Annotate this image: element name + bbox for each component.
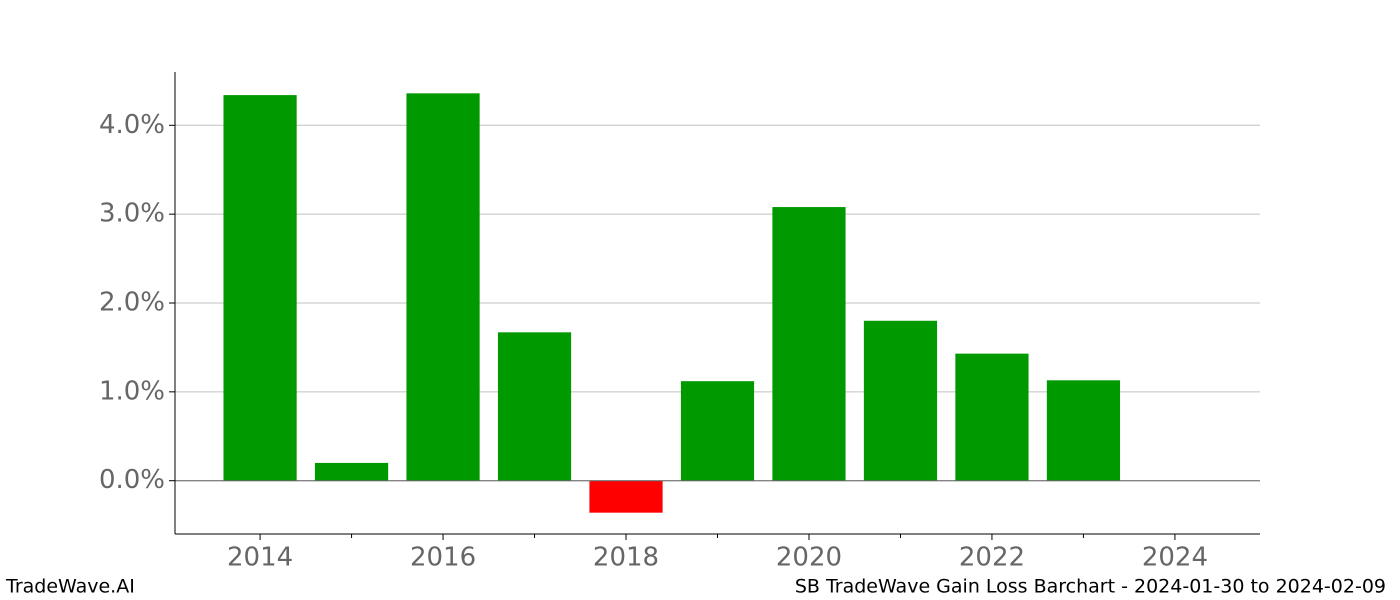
bar: [680, 381, 755, 481]
footer-left: TradeWave.AI: [5, 576, 135, 598]
bar: [223, 95, 297, 481]
bar: [589, 480, 663, 513]
x-tick-label: 2022: [959, 543, 1025, 573]
bar: [772, 207, 846, 481]
y-tick-label: 3.0%: [99, 199, 165, 229]
bar: [955, 353, 1029, 481]
y-tick-label: 4.0%: [99, 110, 165, 140]
y-tick-label: 2.0%: [99, 288, 165, 318]
x-tick-label: 2024: [1142, 543, 1208, 573]
bar: [497, 332, 572, 481]
x-tick-label: 2014: [227, 543, 293, 573]
x-tick-label: 2018: [593, 543, 659, 573]
y-tick-label: 0.0%: [99, 465, 165, 495]
y-tick-label: 1.0%: [99, 376, 165, 406]
x-tick-label: 2020: [776, 543, 842, 573]
bar: [863, 320, 938, 481]
bar: [314, 462, 389, 481]
footer-right: SB TradeWave Gain Loss Barchart - 2024-0…: [795, 576, 1386, 598]
bar: [406, 93, 480, 481]
x-tick-label: 2016: [410, 543, 476, 573]
bar: [1046, 380, 1121, 481]
